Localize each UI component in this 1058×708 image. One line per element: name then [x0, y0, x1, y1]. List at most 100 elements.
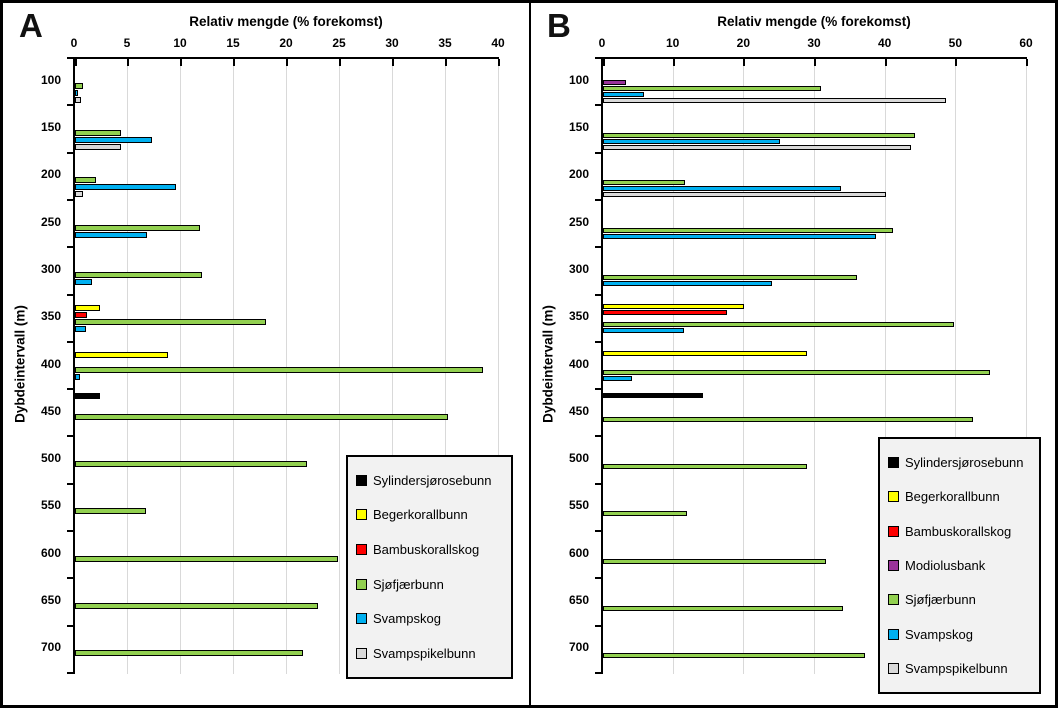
bar-Sjøfjærbunn-200	[75, 177, 97, 184]
legend-item: Svampspikelbunn	[356, 646, 503, 661]
legend-swatch	[356, 648, 367, 660]
depth-label: 350	[40, 309, 61, 324]
y-axis-tick	[67, 198, 74, 201]
y-axis-tick	[595, 246, 602, 249]
bar-Begerkorallbunn-350	[603, 304, 744, 310]
legend-item: Sjøfjærbunn	[888, 592, 1031, 607]
bar-Sjøfjærbunn-350	[75, 319, 266, 326]
x-axis-tick-label: 35	[438, 36, 452, 50]
depth-label: 150	[40, 119, 61, 134]
legend-label: Svampskog	[905, 626, 973, 642]
x-axis-tick	[127, 59, 129, 66]
legend-swatch	[888, 594, 899, 606]
x-axis-tick-label: 60	[1019, 36, 1033, 50]
y-axis-tick	[67, 530, 74, 533]
y-axis-tick	[595, 388, 602, 391]
bar-Sjøfjærbunn-600	[75, 555, 338, 562]
y-axis-tick	[595, 293, 602, 296]
bar-Sjøfjærbunn-700	[603, 653, 866, 659]
legend-label: Begerkorallbunn	[373, 507, 468, 523]
x-axis-tick-label: 20	[279, 36, 293, 50]
x-axis-tick	[955, 59, 958, 66]
depth-label: 200	[40, 167, 61, 182]
y-axis-tick	[67, 151, 74, 154]
bar-Modiolusbank-100	[603, 79, 626, 85]
x-axis-tick-label: 10	[173, 36, 187, 50]
bar-Svampskog-200	[75, 184, 176, 191]
depth-label: 600	[568, 545, 589, 560]
depth-label: 300	[40, 261, 61, 276]
bar-Bambuskorallskog-350	[603, 310, 728, 316]
legend-label: Sylindersjørosebunn	[905, 454, 1024, 470]
bar-Svampspikelbunn-200	[603, 192, 887, 198]
legend-item: Bambuskorallskog	[356, 542, 503, 557]
bar-Begerkorallbunn-400	[603, 351, 807, 357]
x-axis-tick	[498, 59, 500, 66]
y-axis-tick	[595, 198, 602, 201]
depth-label: 450	[40, 403, 61, 418]
depth-label: 650	[568, 593, 589, 608]
gridline	[672, 59, 674, 674]
panel-letter-b: B	[547, 7, 571, 44]
legend-label: Begerkorallbunn	[905, 489, 1000, 505]
bar-Sjøfjærbunn-400	[75, 366, 484, 373]
x-axis-tick	[233, 59, 235, 66]
x-axis-tick-label: 40	[877, 36, 892, 50]
bar-Svampskog-100	[603, 91, 644, 97]
legend-swatch	[888, 559, 899, 571]
x-axis-tick-label: 30	[385, 36, 399, 50]
y-axis-tick	[67, 482, 74, 485]
x-axis-tick	[1026, 59, 1028, 66]
bar-Sjøfjærbunn-150	[75, 129, 121, 136]
chart-panel-a: A Relativ mengde (% forekomst) Dybdeinte…	[3, 3, 529, 705]
depth-label: 250	[40, 214, 61, 229]
depth-label: 300	[568, 261, 589, 276]
legend: Sylindersjørosebunn Begerkorallbunn Bambus…	[878, 437, 1041, 694]
x-axis-tick-label: 10	[665, 36, 680, 50]
legend-swatch	[888, 663, 899, 675]
x-axis-tick	[743, 59, 746, 66]
gridline	[814, 59, 815, 674]
legend-item: Svampskog	[888, 627, 1031, 642]
bar-Begerkorallbunn-400	[75, 352, 169, 359]
y-axis-tick	[67, 388, 74, 391]
gridline	[498, 59, 499, 674]
legend-item: Begerkorallbunn	[356, 507, 503, 522]
y-axis-tick	[67, 672, 74, 674]
bar-Begerkorallbunn-350	[75, 305, 101, 312]
bar-Sjøfjærbunn-250	[75, 224, 201, 231]
depth-label: 550	[568, 498, 589, 513]
x-axis-tick-label: 50	[948, 36, 962, 50]
y-axis-tick	[595, 577, 602, 580]
x-axis-tick	[286, 59, 288, 66]
bar-Sjøfjærbunn-300	[75, 271, 203, 278]
x-axis-tick-label: 0	[70, 36, 78, 50]
x-axis-tick	[884, 59, 887, 66]
legend-label: Svampskog	[373, 611, 441, 627]
gridline	[884, 59, 886, 674]
legend-label: Sjøfjærbunn	[905, 592, 976, 608]
y-axis-tick	[67, 624, 74, 627]
y-axis-tick	[595, 340, 602, 343]
chart-panel-b: B Relativ mengde (% forekomst) Dybdeinte…	[529, 3, 1055, 705]
legend-item: Modiolusbank	[888, 558, 1031, 573]
legend-label: Svampspikelbunn	[905, 661, 1008, 677]
legend-item: Sjøfjærbunn	[356, 577, 503, 592]
legend-item: Sylindersjørosebunn	[888, 455, 1031, 470]
x-axis-tick	[672, 59, 675, 66]
bar-Svampskog-100	[75, 89, 79, 96]
y-axis-tick	[67, 57, 74, 59]
y-axis-tick	[595, 624, 602, 627]
x-axis-tick	[445, 59, 447, 66]
y-axis-tick	[595, 57, 602, 59]
bar-Svampskog-200	[603, 186, 842, 192]
bar-Sjøfjærbunn-450	[603, 416, 974, 422]
bar-Svampskog-150	[603, 139, 780, 145]
bar-Svampspikelbunn-200	[75, 191, 84, 198]
legend-swatch	[356, 474, 367, 486]
bar-Sjøfjærbunn-300	[603, 274, 858, 280]
bar-Sjøfjærbunn-550	[603, 511, 688, 517]
depth-label: 150	[568, 119, 589, 134]
legend-swatch	[356, 578, 367, 590]
y-axis-tick	[67, 435, 74, 438]
